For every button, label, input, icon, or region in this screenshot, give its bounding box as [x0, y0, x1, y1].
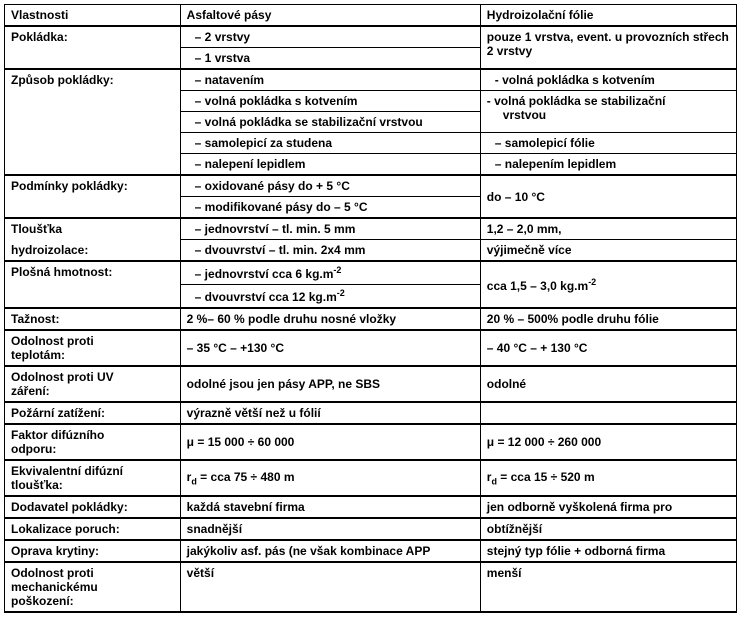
- comparison-table: Vlastnosti Asfaltové pásy Hydroizolační …: [4, 4, 737, 613]
- row-plosna-c3: cca 1,5 – 3,0 kg.m-2: [480, 261, 736, 308]
- row-zpusob-c2b: – volná pokládka s kotvením: [180, 91, 480, 112]
- row-odolnost-uv-c2: odolné jsou jen pásy APP, ne SBS: [180, 366, 480, 402]
- row-zpusob-c3b-line1: - volná pokládka se stabilizační: [487, 94, 666, 108]
- row-odolnost-mech-l2: mechanickému: [11, 580, 98, 594]
- row-zpusob-c3a: - volná pokládka s kotvením: [480, 69, 736, 91]
- row-tloustka-c2a: – jednovrství – tl. min. 5 mm: [180, 218, 480, 240]
- row-plosna-c3-text: cca 1,5 – 3,0 kg.m: [487, 279, 588, 293]
- row-tloustka-c3b: výjimečně více: [480, 240, 736, 262]
- row-odolnost-tepl-l1: Odolnost proti: [11, 334, 94, 348]
- row-odolnost-uv-l1: Odolnost proti UV: [11, 370, 114, 384]
- row-odolnost-tepl-l2: teplotám:: [11, 348, 65, 362]
- row-taznost-c3: 20 % – 500% podle druhu fólie: [480, 308, 736, 330]
- row-odolnost-tepl-label: Odolnost proti teplotám:: [5, 330, 181, 366]
- row-zpusob-c3b-line2: vrstvou: [487, 108, 546, 122]
- row-zpusob-c2a: – natavením: [180, 69, 480, 91]
- row-faktor-c3: μ = 12 000 ÷ 260 000: [480, 424, 736, 460]
- header-col1: Vlastnosti: [5, 5, 181, 27]
- row-taznost-c2: 2 %– 60 % podle druhu nosné vložky: [180, 308, 480, 330]
- row-pozarni-c2: výrazně větší než u fólií: [180, 402, 480, 424]
- row-odolnost-uv-c3: odolné: [480, 366, 736, 402]
- row-pozarni-c3: [480, 402, 736, 424]
- row-lokalizace-c2: snadnější: [180, 518, 480, 540]
- row-zpusob-label: Způsob pokládky:: [5, 69, 181, 175]
- row-ekviv-c2: rd = cca 75 ÷ 480 m: [180, 460, 480, 496]
- row-dodavatel-c2: každá stavební firma: [180, 496, 480, 518]
- row-odolnost-tepl-c2: – 35 °C – +130 °C: [180, 330, 480, 366]
- row-ekviv-label: Ekvivalentní difúzní tloušťka:: [5, 460, 181, 496]
- row-faktor-l1: Faktor difúzního: [11, 428, 104, 442]
- row-podminky-c2a: – oxidované pásy do + 5 °C: [180, 175, 480, 197]
- row-faktor-l2: odporu:: [11, 442, 56, 456]
- row-zpusob-c3c: – samolepicí fólie: [480, 133, 736, 154]
- row-dodavatel-c3: jen odborně vyškolená firma pro: [480, 496, 736, 518]
- row-odolnost-uv-label: Odolnost proti UV záření:: [5, 366, 181, 402]
- row-taznost-label: Tažnost:: [5, 308, 181, 330]
- row-odolnost-mech-label: Odolnost proti mechanickému poškození:: [5, 562, 181, 612]
- row-podminky-c2b: – modifikované pásy do – 5 °C: [180, 197, 480, 219]
- row-faktor-c2: μ = 15 000 ÷ 60 000: [180, 424, 480, 460]
- row-plosna-c2a: – jednovrství cca 6 kg.m-2: [180, 261, 480, 285]
- header-col2: Asfaltové pásy: [180, 5, 480, 27]
- row-lokalizace-label: Lokalizace poruch:: [5, 518, 181, 540]
- row-ekviv-l1: Ekvivalentní difúzní: [11, 464, 123, 478]
- row-plosna-label: Plošná hmotnost:: [5, 261, 181, 308]
- row-tloustka-c3a: 1,2 – 2,0 mm,: [480, 218, 736, 240]
- row-zpusob-c2e: – nalepení lepidlem: [180, 154, 480, 176]
- row-plosna-c2a-sup: -2: [333, 265, 341, 275]
- row-odolnost-uv-l2: záření:: [11, 384, 50, 398]
- row-ekviv-c3: rd = cca 15 ÷ 520 m: [480, 460, 736, 496]
- row-zpusob-c3b: - volná pokládka se stabilizační vrstvou: [480, 91, 736, 133]
- row-podminky-label: Podmínky pokládky:: [5, 175, 181, 218]
- row-oprava-c3: stejný typ fólie + odborná firma: [480, 540, 736, 562]
- row-ekviv-c3-post: = cca 15 ÷ 520 m: [497, 470, 595, 484]
- row-pokladka-label: Pokládka:: [5, 26, 181, 69]
- row-oprava-c2: jakýkoliv asf. pás (ne však kombinace AP…: [180, 540, 480, 562]
- row-zpusob-c3d: – nalepením lepidlem: [480, 154, 736, 176]
- row-odolnost-mech-c2: větší: [180, 562, 480, 612]
- row-pokladka-c3: pouze 1 vrstva, event. u provozních stře…: [480, 26, 736, 69]
- row-odolnost-tepl-c3: – 40 °C – + 130 °C: [480, 330, 736, 366]
- row-plosna-c2b-text: – dvouvrství cca 12 kg.m: [195, 290, 337, 304]
- row-tloustka-label1: Tloušťka: [5, 218, 181, 240]
- row-oprava-label: Oprava krytiny:: [5, 540, 181, 562]
- row-lokalizace-c3: obtížnější: [480, 518, 736, 540]
- row-plosna-c2a-text: – jednovrství cca 6 kg.m: [195, 267, 334, 281]
- row-pokladka-c2a: – 2 vrstvy: [180, 26, 480, 48]
- header-col3: Hydroizolační fólie: [480, 5, 736, 27]
- row-tloustka-label2: hydroizolace:: [5, 240, 181, 262]
- row-ekviv-l2: tloušťka:: [11, 478, 63, 492]
- row-zpusob-c2d: – samolepicí za studena: [180, 133, 480, 154]
- row-ekviv-c2-post: = cca 75 ÷ 480 m: [197, 470, 295, 484]
- row-dodavatel-label: Dodavatel pokládky:: [5, 496, 181, 518]
- row-odolnost-mech-l1: Odolnost proti: [11, 566, 94, 580]
- row-plosna-c3-sup: -2: [588, 277, 596, 287]
- row-pozarni-label: Požární zatížení:: [5, 402, 181, 424]
- row-plosna-c2b: – dvouvrství cca 12 kg.m-2: [180, 285, 480, 309]
- row-faktor-label: Faktor difúzního odporu:: [5, 424, 181, 460]
- row-podminky-c3: do – 10 °C: [480, 175, 736, 218]
- row-zpusob-c2c: – volná pokládka se stabilizační vrstvou: [180, 112, 480, 133]
- row-pokladka-c2b: – 1 vrstva: [180, 48, 480, 70]
- row-plosna-c2b-sup: -2: [337, 288, 345, 298]
- row-tloustka-c2b: – dvouvrství – tl. min. 2x4 mm: [180, 240, 480, 262]
- row-odolnost-mech-c3: menší: [480, 562, 736, 612]
- row-odolnost-mech-l3: poškození:: [11, 594, 74, 608]
